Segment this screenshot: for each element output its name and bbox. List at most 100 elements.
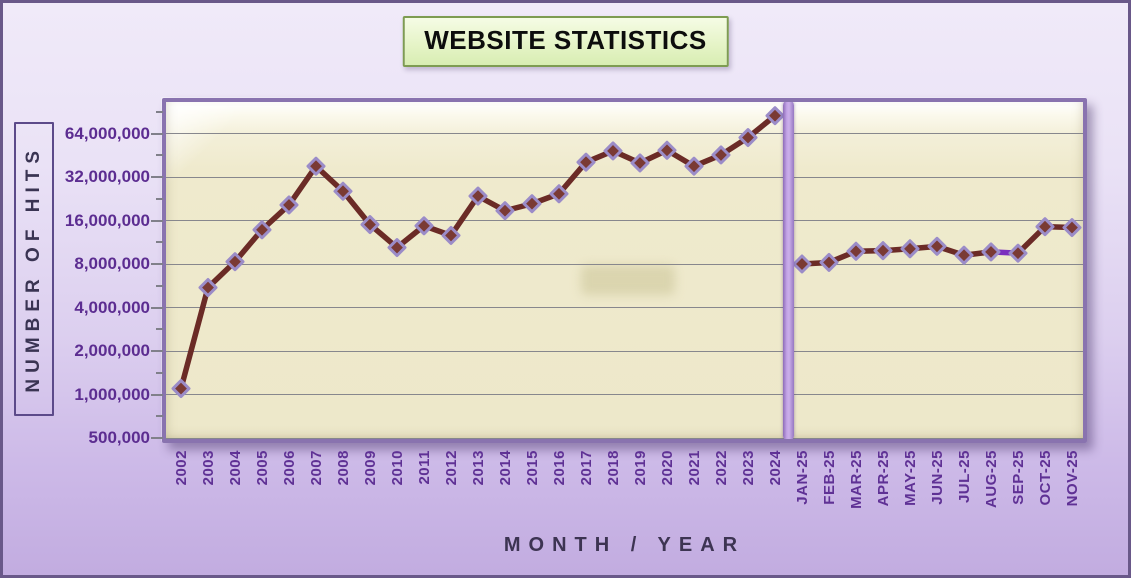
data-point-marker bbox=[495, 201, 515, 221]
x-tick-label: APR-25 bbox=[874, 450, 892, 507]
x-tick-label: 2014 bbox=[496, 450, 514, 486]
y-tick-label: 500,000 bbox=[88, 428, 150, 447]
x-tick-label: OCT-25 bbox=[1036, 450, 1054, 506]
data-point-marker bbox=[387, 238, 407, 258]
x-tick-label: 2006 bbox=[280, 450, 298, 486]
x-tick-label: 2004 bbox=[226, 450, 244, 486]
chart-title-box: WEBSITE STATISTICS bbox=[402, 16, 729, 67]
y-axis-major-tick bbox=[151, 176, 163, 178]
gridline bbox=[166, 176, 1083, 178]
x-tick-label: 2019 bbox=[631, 450, 649, 486]
data-point-marker bbox=[684, 156, 704, 176]
gridline bbox=[166, 220, 1083, 221]
data-point-marker bbox=[198, 278, 218, 298]
x-tick-label: 2016 bbox=[550, 450, 568, 486]
x-tick-label: 2013 bbox=[469, 450, 487, 486]
data-point-marker bbox=[279, 195, 299, 215]
gridline bbox=[166, 350, 1083, 352]
gridline bbox=[166, 307, 1083, 308]
x-tick-label: SEP-25 bbox=[1009, 450, 1027, 505]
chart-title: WEBSITE STATISTICS bbox=[424, 25, 707, 55]
x-tick-label: 2005 bbox=[253, 450, 271, 486]
data-point-marker bbox=[252, 220, 272, 240]
series-line-segment bbox=[448, 193, 481, 239]
data-point-marker bbox=[522, 194, 542, 214]
y-axis-minor-tick bbox=[156, 154, 163, 157]
y-tick-label: 4,000,000 bbox=[74, 297, 150, 317]
x-tick-label: 2018 bbox=[604, 450, 622, 486]
gridline bbox=[166, 437, 1083, 439]
data-point-marker bbox=[846, 241, 866, 261]
series-divider-bar bbox=[783, 102, 794, 439]
y-tick-label: 32,000,000 bbox=[64, 167, 150, 186]
y-axis-minor-tick bbox=[156, 284, 163, 287]
x-tick-label: 2017 bbox=[577, 450, 595, 486]
x-axis-title: MONTH / YEAR bbox=[503, 534, 746, 556]
y-axis-minor-tick bbox=[156, 197, 163, 200]
y-axis-minor-tick bbox=[156, 371, 163, 374]
y-axis-major-tick bbox=[151, 219, 163, 222]
data-point-marker bbox=[360, 215, 380, 235]
y-axis-major-tick bbox=[151, 306, 163, 309]
x-tick-label: 2008 bbox=[334, 450, 352, 486]
y-axis-major-tick bbox=[151, 350, 163, 352]
x-tick-label: 2022 bbox=[712, 450, 730, 486]
y-tick-label: 8,000,000 bbox=[74, 254, 150, 273]
data-point-marker bbox=[711, 145, 731, 165]
y-axis-minor-tick bbox=[156, 110, 163, 113]
y-axis-title-box: NUMBER OF HITS bbox=[14, 122, 54, 416]
gridline bbox=[166, 394, 1083, 395]
y-tick-label: 2,000,000 bbox=[74, 341, 150, 360]
y-axis-minor-tick bbox=[156, 415, 163, 418]
data-point-marker bbox=[819, 252, 839, 272]
data-point-marker bbox=[549, 184, 569, 204]
gridline bbox=[166, 263, 1083, 265]
series-line-segment bbox=[286, 163, 319, 208]
data-point-marker bbox=[576, 152, 596, 172]
data-point-marker bbox=[1062, 218, 1082, 238]
x-tick-label: 2010 bbox=[388, 450, 406, 486]
x-tick-label: 2015 bbox=[523, 450, 541, 486]
y-axis-minor-tick bbox=[156, 241, 163, 244]
data-point-marker bbox=[1035, 217, 1055, 237]
x-tick-label: 2011 bbox=[415, 450, 433, 485]
x-tick-label: 2024 bbox=[766, 450, 784, 486]
x-tick-label: 2021 bbox=[685, 450, 703, 486]
x-tick-label: 2020 bbox=[658, 450, 676, 486]
ghost-watermark bbox=[581, 265, 675, 295]
x-tick-label: JUL-25 bbox=[955, 450, 973, 504]
data-point-marker bbox=[873, 241, 893, 261]
data-point-marker bbox=[225, 252, 245, 272]
x-tick-label: MAR-25 bbox=[847, 450, 865, 509]
x-tick-label: 2007 bbox=[307, 450, 325, 486]
y-axis-major-tick bbox=[151, 263, 163, 265]
chart-frame bbox=[162, 98, 1087, 443]
gridline bbox=[166, 133, 1083, 134]
data-point-marker bbox=[333, 181, 353, 201]
series-line-segment bbox=[178, 284, 211, 392]
y-tick-label: 64,000,000 bbox=[64, 123, 150, 143]
y-tick-label: 16,000,000 bbox=[64, 210, 150, 230]
y-axis-major-tick bbox=[151, 132, 163, 135]
x-tick-label: 2003 bbox=[199, 450, 217, 486]
data-point-marker bbox=[441, 225, 461, 245]
x-tick-label: 2012 bbox=[442, 450, 460, 486]
x-tick-label: AUG-25 bbox=[982, 450, 1000, 509]
y-tick-label: 1,000,000 bbox=[74, 384, 150, 404]
x-tick-label: NOV-25 bbox=[1063, 450, 1081, 507]
x-tick-label: MAY-25 bbox=[901, 450, 919, 506]
data-point-marker bbox=[630, 153, 650, 173]
series-plot bbox=[171, 106, 1082, 399]
data-point-marker bbox=[765, 106, 785, 126]
data-point-marker bbox=[603, 141, 623, 161]
data-point-marker bbox=[927, 236, 947, 256]
data-point-marker bbox=[900, 239, 920, 259]
x-tick-label: FEB-25 bbox=[820, 450, 838, 505]
chart-plot-area[interactable] bbox=[166, 102, 1083, 439]
data-point-marker bbox=[171, 379, 191, 399]
data-point-marker bbox=[306, 156, 326, 176]
y-axis-major-tick bbox=[151, 393, 163, 396]
x-tick-label: 2009 bbox=[361, 450, 379, 486]
data-point-marker bbox=[414, 216, 434, 236]
